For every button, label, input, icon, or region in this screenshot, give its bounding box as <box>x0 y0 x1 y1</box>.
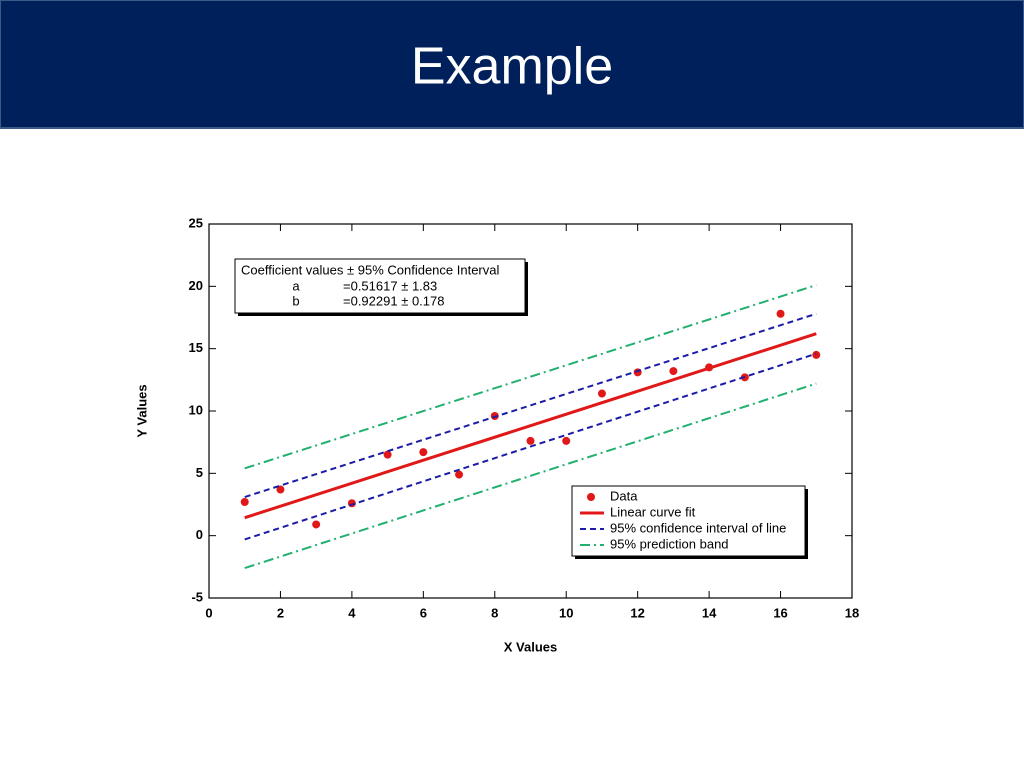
annotation-box <box>234 258 526 314</box>
legend-marker <box>587 493 595 501</box>
data-point <box>383 450 392 459</box>
data-point <box>276 485 285 494</box>
data-point <box>562 436 571 445</box>
band-upper <box>244 284 817 470</box>
y-tick-label: 10 <box>189 402 203 417</box>
y-tick-label: 20 <box>189 278 203 293</box>
x-tick-label: 0 <box>205 605 212 620</box>
legend-box <box>571 485 806 557</box>
data-point <box>312 520 321 529</box>
annotation-value: =0.51617 ± 1.83 <box>343 278 437 293</box>
annotation-title: Coefficient values ± 95% Confidence Inte… <box>241 262 499 277</box>
legend-label: Linear curve fit <box>610 504 696 519</box>
y-tick-label: 0 <box>196 527 203 542</box>
x-tick-label: 2 <box>277 605 284 620</box>
legend-label: Data <box>610 488 638 503</box>
y-tick-label: 25 <box>189 215 203 230</box>
legend-label: 95% confidence interval of line <box>610 520 786 535</box>
x-tick-label: 4 <box>348 605 356 620</box>
x-tick-label: 12 <box>630 605 644 620</box>
x-tick-label: 14 <box>702 605 717 620</box>
annotation-value: =0.92291 ± 0.178 <box>343 293 444 308</box>
header-band <box>0 0 1024 129</box>
fit-line <box>244 332 817 520</box>
data-point <box>455 470 464 479</box>
y-tick-label: 5 <box>196 465 203 480</box>
y-axis-label: Y Values <box>134 384 149 437</box>
x-tick-label: 6 <box>420 605 427 620</box>
y-tick-label: 15 <box>189 340 203 355</box>
data-point <box>240 498 249 507</box>
data-point <box>776 309 785 318</box>
slide-title: Example <box>411 38 613 96</box>
data-point <box>526 436 535 445</box>
x-tick-label: 18 <box>845 605 859 620</box>
x-tick-label: 10 <box>559 605 573 620</box>
annotation-name: a <box>292 278 300 293</box>
data-point <box>597 389 606 398</box>
band-lower <box>244 352 817 541</box>
y-tick-label: -5 <box>191 589 203 604</box>
data-point <box>669 367 678 376</box>
x-axis-label: X Values <box>504 639 557 654</box>
band-lower <box>244 382 817 570</box>
annotation-name: b <box>292 293 299 308</box>
band-upper <box>244 312 817 498</box>
legend-label: 95% prediction band <box>610 536 729 551</box>
data-point <box>812 350 821 359</box>
x-tick-label: 16 <box>773 605 787 620</box>
data-point <box>419 448 428 457</box>
x-tick-label: 8 <box>491 605 498 620</box>
